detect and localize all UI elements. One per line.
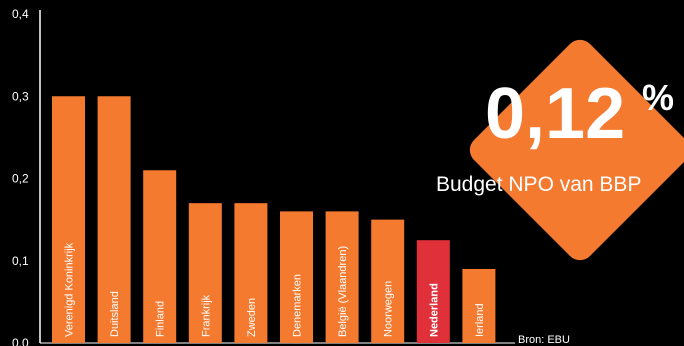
bar-denemarken — [280, 211, 313, 343]
callout-label: Budget NPO van BBP — [436, 173, 641, 196]
bar-zweden — [234, 203, 268, 343]
y-tick-label: 0,1 — [12, 254, 29, 268]
bar-label: België (Vlaandren) — [337, 246, 349, 337]
bar-label: Noorwegen — [383, 281, 395, 337]
bars: Verenigd Koninkrijk Duitsland Finland Frank… — [52, 96, 496, 343]
bar-frankrijk — [188, 203, 222, 343]
callout-unit: % — [642, 77, 674, 118]
y-tick-label: 0,4 — [12, 7, 29, 21]
bar-duitsland — [97, 96, 131, 343]
bar-verenigd-koninkrijk — [52, 96, 85, 343]
bar-belgi-vlaandren — [325, 211, 359, 343]
bar-label: Finland — [155, 301, 167, 337]
source-credit: Bron: EBU — [518, 334, 570, 346]
callout: 0,12 % Budget NPO van BBP — [436, 39, 684, 261]
bar-label: Frankrijk — [200, 294, 212, 337]
bar-nederland — [416, 240, 450, 343]
bar-ierland — [462, 268, 496, 343]
bar-finland — [143, 170, 177, 343]
bar-label: Zweden — [246, 298, 258, 337]
y-tick-label: 0,2 — [12, 172, 29, 186]
bar-noorwegen — [371, 219, 405, 343]
bar-label: Nederland — [428, 283, 440, 337]
bar-label: Ierland — [474, 303, 486, 337]
bar-label: Duitsland — [109, 291, 121, 337]
bar-label: Verenigd Koninkrijk — [64, 242, 76, 337]
callout-diamond-shape — [469, 39, 684, 261]
callout-value: 0,12 — [485, 74, 625, 154]
y-tick-label: 0,0 — [12, 336, 29, 346]
y-tick-label: 0,3 — [12, 89, 29, 103]
bar-label: Denemarken — [292, 274, 304, 337]
